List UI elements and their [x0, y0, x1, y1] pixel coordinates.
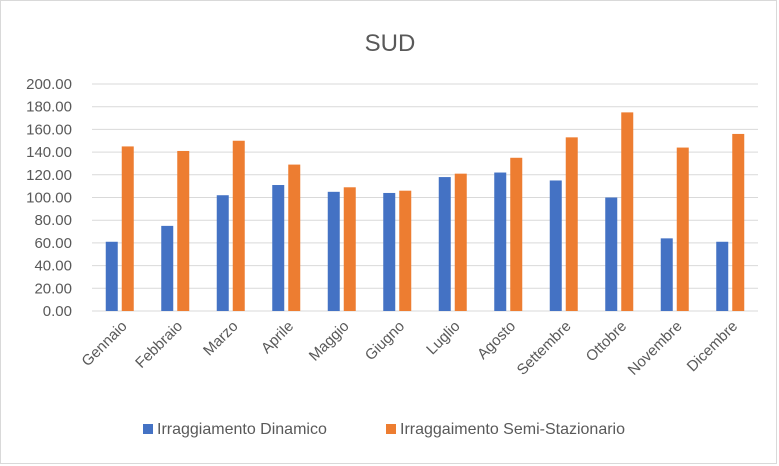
bar-series-1-agosto [494, 172, 507, 311]
y-tick-label: 80.00 [34, 212, 72, 229]
y-tick-label: 140.00 [26, 144, 72, 161]
bar-series-1-marzo [216, 195, 229, 311]
bar-series-1-novembre [660, 238, 673, 311]
x-tick-label: Febbraio [132, 318, 186, 372]
bar-series-2-settembre [565, 137, 578, 311]
y-tick-label: 200.00 [26, 76, 72, 93]
bar-series-1-giugno [383, 192, 396, 311]
bar-series-2-marzo [232, 140, 245, 311]
bar-series-1-gennaio [105, 241, 118, 311]
x-tick-label: Giugno [362, 318, 408, 364]
bar-series-2-agosto [510, 157, 523, 311]
bar-series-2-ottobre [621, 112, 634, 311]
y-tick-label: 20.00 [34, 280, 72, 297]
x-tick-label: Luglio [423, 318, 463, 358]
bar-series-2-dicembre [732, 133, 745, 311]
y-tick-label: 120.00 [26, 167, 72, 184]
y-tick-label: 160.00 [26, 121, 72, 138]
bar-series-1-ottobre [605, 197, 618, 311]
x-tick-label: Novembre [625, 318, 686, 379]
x-axis-ticks: Gennaio Febbraio Marzo Aprile Maggio Giugno Lu… [78, 318, 741, 379]
bar-series-1-aprile [272, 185, 285, 311]
bar-series-1-maggio [327, 191, 340, 311]
x-tick-label: Aprile [258, 318, 297, 357]
y-axis-ticks: 0.00 20.00 40.00 60.00 80.00 100.00 120.00 140.… [26, 76, 72, 320]
y-tick-label: 0.00 [43, 303, 72, 320]
bar-series-2-luglio [454, 173, 467, 311]
legend-swatch [143, 424, 153, 434]
bar-series-2-maggio [343, 187, 356, 311]
bar-series-2-febbraio [177, 150, 190, 311]
y-tick-label: 100.00 [26, 190, 72, 207]
y-tick-label: 60.00 [34, 235, 72, 252]
legend-label: Irraggiamento Dinamico [157, 421, 327, 438]
x-tick-label: Maggio [306, 318, 353, 365]
bar-series-1-febbraio [161, 225, 174, 311]
x-tick-label: Settembre [514, 318, 575, 379]
y-tick-label: 180.00 [26, 99, 72, 116]
x-tick-label: Marzo [200, 318, 241, 359]
legend: Irraggiamento Dinamico Irraggaimento Semi… [143, 421, 625, 438]
x-tick-label: Dicembre [684, 318, 741, 375]
legend-label: Irraggaimento Semi-Stazionario [400, 421, 625, 438]
bars [105, 112, 745, 311]
bar-series-1-luglio [438, 177, 451, 311]
legend-swatch [386, 424, 396, 434]
bar-series-2-aprile [288, 164, 301, 311]
bar-series-2-giugno [399, 190, 412, 311]
y-tick-label: 40.00 [34, 258, 72, 275]
bar-series-1-dicembre [716, 241, 729, 311]
chart-title: SUD [365, 30, 416, 57]
x-tick-label: Gennaio [78, 318, 130, 370]
bar-series-2-novembre [676, 147, 689, 311]
x-tick-label: Agosto [474, 318, 519, 363]
gridlines [92, 83, 758, 312]
bar-series-1-settembre [549, 180, 562, 311]
bar-series-2-gennaio [121, 146, 134, 311]
x-tick-label: Ottobre [583, 318, 630, 365]
